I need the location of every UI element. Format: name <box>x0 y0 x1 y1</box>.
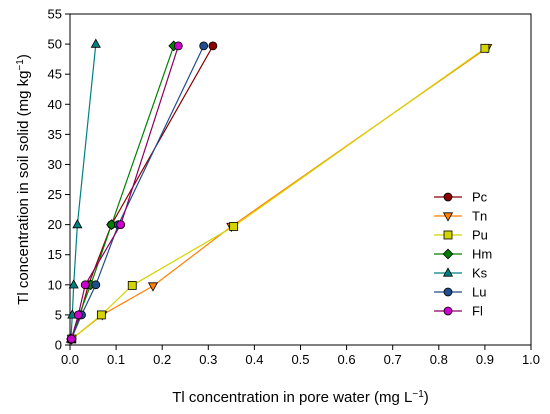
legend-marker <box>443 192 453 202</box>
axes-layer: 0.0 0.1 0.2 0.3 0.4 0.5 0.6 0.7 0.8 0.9 1.0 0 5 10 15 2… <box>48 7 541 368</box>
y-axis-title-sup: −1 <box>15 59 26 71</box>
legend-marker <box>442 267 454 277</box>
legend: Pc Tn Pu Hm Ks Lu Fl <box>434 190 492 319</box>
y-tick-label: 50 <box>48 37 62 52</box>
series-ks-point <box>72 219 83 229</box>
y-axis-title: Tl concentration in soil solid (mg kg−1) <box>15 54 33 305</box>
legend-item-fl: Fl <box>434 304 483 319</box>
legend-label: Pu <box>472 228 488 243</box>
y-axis-title-main: Tl concentration in soil solid (mg kg <box>15 71 32 305</box>
series-pc-point <box>208 41 218 51</box>
y-tick-label: 5 <box>55 307 62 322</box>
x-axis-title: Tl concentration in pore water (mg L−1) <box>172 389 429 407</box>
legend-marker <box>443 230 453 240</box>
series-ks <box>65 38 101 343</box>
series-pu-point <box>480 43 490 53</box>
series-fl-point <box>73 310 83 320</box>
x-tick-label: 0.3 <box>199 352 217 367</box>
series-fl-point <box>173 41 183 51</box>
x-tick-label: 0.5 <box>291 352 309 367</box>
legend-label: Lu <box>472 285 486 300</box>
x-tick-label: 0.0 <box>61 352 79 367</box>
series-lu-point <box>199 41 209 51</box>
series-layer <box>65 38 493 345</box>
series-fl <box>66 41 183 344</box>
x-axis-title-main: Tl concentration in pore water (mg L <box>172 389 412 406</box>
legend-marker <box>442 248 454 260</box>
legend-item-tn: Tn <box>434 209 487 224</box>
series-fl-point <box>116 220 126 230</box>
series-fl-point <box>80 280 90 290</box>
y-tick-label: 0 <box>55 338 62 353</box>
series-ks-point <box>68 279 79 289</box>
x-tick-label: 0.9 <box>476 352 494 367</box>
y-tick-label: 20 <box>48 217 62 232</box>
series-pu-point <box>96 310 106 320</box>
y-tick-label: 10 <box>48 277 62 292</box>
y-tick-label: 25 <box>48 187 62 202</box>
x-tick-label: 0.4 <box>245 352 263 367</box>
series-ks-point <box>90 38 101 48</box>
y-tick-label: 45 <box>48 67 62 82</box>
series-hm <box>66 40 180 345</box>
y-tick-label: 30 <box>48 157 62 172</box>
series-pu-point <box>229 222 239 231</box>
x-axis-title-end: ) <box>424 389 429 406</box>
legend-marker <box>443 306 453 316</box>
x-tick-label: 0.1 <box>107 352 125 367</box>
legend-label: Hm <box>472 247 492 262</box>
series-tn-point <box>147 282 159 292</box>
x-tick-label: 0.7 <box>384 352 402 367</box>
x-tick-label: 1.0 <box>522 352 540 367</box>
legend-label: Ks <box>472 266 488 281</box>
legend-item-pc: Pc <box>434 190 488 205</box>
legend-label: Fl <box>472 304 483 319</box>
legend-item-hm: Hm <box>434 247 492 262</box>
legend-item-lu: Lu <box>434 285 486 300</box>
series-lu-point <box>91 280 101 290</box>
y-tick-label: 15 <box>48 247 62 262</box>
series-pu-point <box>127 281 137 290</box>
y-axis-title-end: ) <box>15 54 32 59</box>
x-tick-label: 0.8 <box>430 352 448 367</box>
x-axis-title-sup: −1 <box>412 389 424 400</box>
y-tick-label: 40 <box>48 97 62 112</box>
legend-item-pu: Pu <box>434 228 488 243</box>
x-tick-label: 0.6 <box>338 352 356 367</box>
y-tick-label: 55 <box>48 7 62 22</box>
series-pc-line <box>70 45 214 340</box>
y-tick-label: 35 <box>48 127 62 142</box>
legend-label: Pc <box>472 190 488 205</box>
series-lu <box>66 41 209 344</box>
legend-item-ks: Ks <box>434 266 488 281</box>
legend-label: Tn <box>472 209 487 224</box>
legend-marker <box>442 212 454 222</box>
x-tick-label: 0.2 <box>153 352 171 367</box>
legend-marker <box>443 287 453 297</box>
series-fl-point <box>66 334 76 344</box>
